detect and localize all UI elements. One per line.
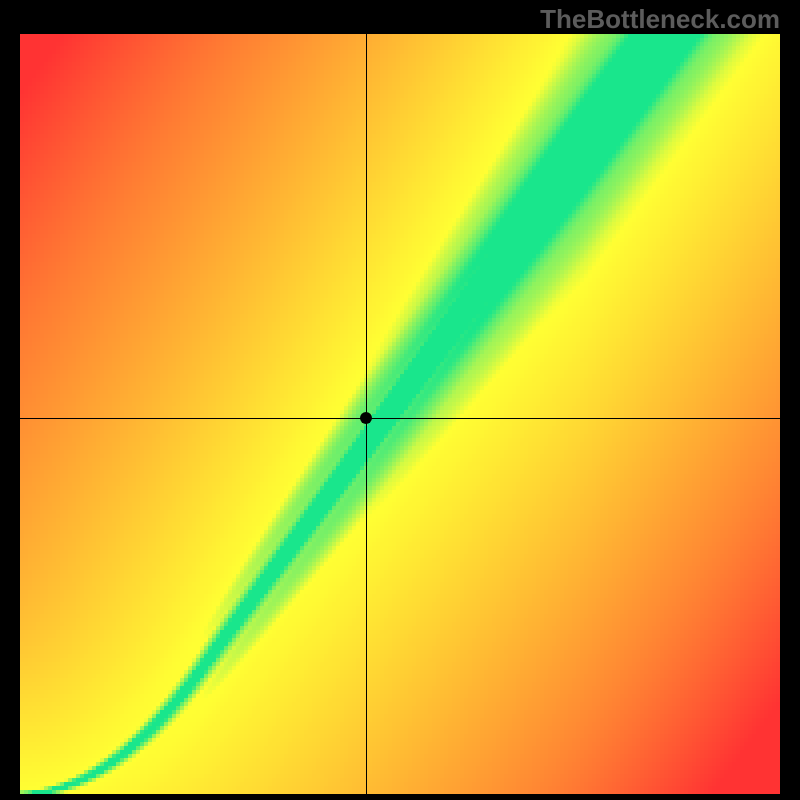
watermark-text: TheBottleneck.com: [540, 4, 780, 35]
chart-stage: TheBottleneck.com: [0, 0, 800, 800]
heatmap-canvas: [20, 34, 780, 794]
